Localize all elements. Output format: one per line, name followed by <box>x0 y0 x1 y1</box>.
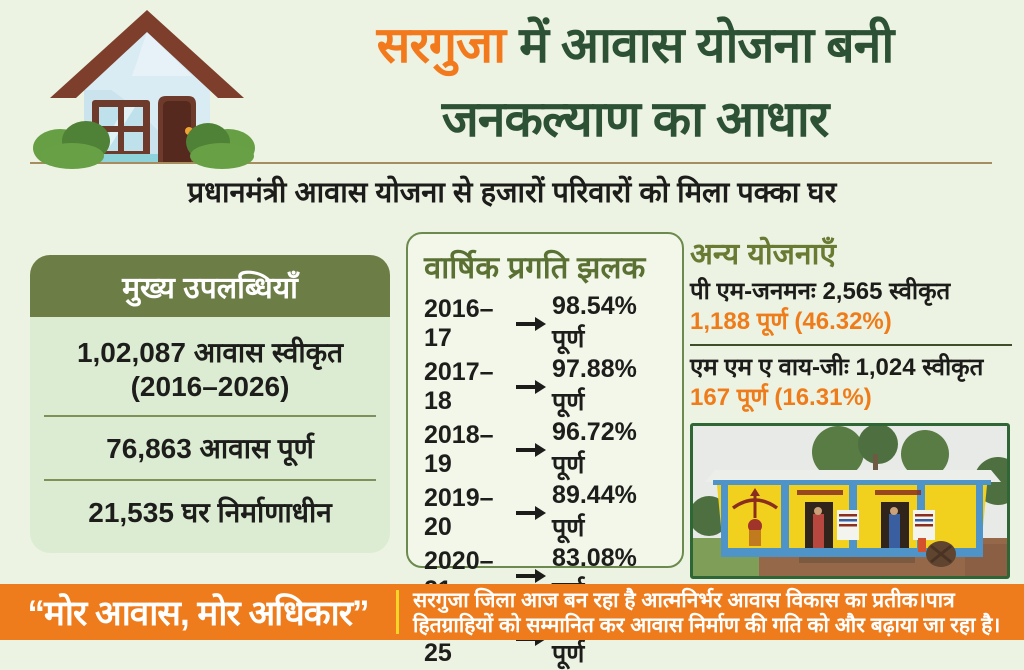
scheme-sanctioned: पी एम-जनमनः 2,565 स्वीकृत <box>690 278 951 305</box>
scheme-sanctioned: एम एम ए वाय-जीः 1,024 स्वीकृत <box>690 354 984 381</box>
divider <box>44 415 376 417</box>
arrow-right-icon <box>516 505 547 520</box>
achievements-card-title: मुख्य उपलब्धियाँ <box>30 255 390 317</box>
house-illustration-svg <box>33 10 255 169</box>
bush-left <box>33 121 110 169</box>
title-line-2: जनकल्याण का आधार <box>441 91 830 147</box>
scheme-item: पी एम-जनमनः 2,565 स्वीकृत 1,188 पूर्ण (4… <box>690 277 1012 337</box>
page-title: सरगुजा में आवास योजना बनी जनकल्याण का आधा… <box>255 8 1015 156</box>
bow-arrow-emblem <box>731 488 779 546</box>
bush-right <box>186 123 255 169</box>
progress-row: 2017–18 97.88% पूर्ण <box>424 355 666 418</box>
arrow-right-icon <box>516 316 547 331</box>
progress-year: 2018–19 <box>424 420 494 478</box>
scheme-house-photo-svg <box>693 426 1007 576</box>
arrow-right-icon <box>516 568 547 583</box>
achievement-value: 1,02,087 आवास स्वीकृत <box>76 337 344 368</box>
key-achievements-card: मुख्य उपलब्धियाँ 1,02,087 आवास स्वीकृत (… <box>30 255 390 553</box>
progress-card-title: वार्षिक प्रगति झलक <box>424 250 646 285</box>
title-rest: में आवास योजना बनी <box>519 17 894 73</box>
achievements-card-body: 1,02,087 आवास स्वीकृत (2016–2026) 76,863… <box>30 317 390 553</box>
scheme-completed: 167 पूर्ण (16.31%) <box>690 384 872 411</box>
footer-description-line1: सरगुजा जिला आज बन रहा है आत्मनिर्भर आवास… <box>413 589 955 612</box>
achievement-item: 1,02,087 आवास स्वीकृत (2016–2026) <box>44 321 376 415</box>
arrow-right-icon <box>516 442 547 457</box>
progress-value: 98.54% पूर्ण <box>552 292 637 353</box>
progress-row: 2019–20 89.44% पूर्ण <box>424 481 666 544</box>
progress-year: 2016–17 <box>424 294 494 352</box>
footer-description: सरगुजा जिला आज बन रहा है आत्मनिर्भर आवास… <box>399 584 1024 640</box>
footer-banner: “मोर आवास, मोर अधिकार” सरगुजा जिला आज बन… <box>0 584 1024 640</box>
progress-year: 2019–20 <box>424 483 494 541</box>
footer-divider <box>396 590 399 634</box>
progress-row: 2016–17 98.54% पूर्ण <box>424 292 666 355</box>
scheme-item: एम एम ए वाय-जीः 1,024 स्वीकृत 167 पूर्ण … <box>690 353 1012 413</box>
progress-value: 96.72% पूर्ण <box>552 418 637 479</box>
scheme-completed: 1,188 पूर्ण (46.32%) <box>690 308 892 335</box>
achievement-period: (2016–2026) <box>130 371 290 402</box>
other-schemes-panel: अन्य योजनाएँ पी एम-जनमनः 2,565 स्वीकृत 1… <box>690 232 1012 579</box>
subtitle: प्रधानमंत्री आवास योजना से हजारों परिवार… <box>187 177 837 209</box>
progress-value: 89.44% पूर्ण <box>552 481 637 542</box>
divider <box>44 479 376 481</box>
progress-row: 2018–19 96.72% पूर्ण <box>424 418 666 481</box>
house-icon <box>32 4 262 169</box>
achievement-item: 21,535 घर निर्माणाधीन <box>88 497 332 528</box>
achievement-item: 76,863 आवास पूर्ण <box>106 433 314 464</box>
infographic-poster: { "header": { "title_highlight": "सरगुजा… <box>0 4 1024 668</box>
title-line-1: सरगुजा में आवास योजना बनी <box>255 8 1015 82</box>
header-divider <box>30 162 992 164</box>
scheme-house-photo <box>690 423 1010 579</box>
title-highlight: सरगुजा <box>376 17 506 73</box>
other-schemes-title: अन्य योजनाएँ <box>690 238 836 271</box>
divider <box>690 344 1012 346</box>
progress-year: 2017–18 <box>424 357 494 415</box>
slogan: “मोर आवास, मोर अधिकार” <box>27 593 369 633</box>
progress-value: 97.88% पूर्ण <box>552 355 637 416</box>
footer-description-line2: हितग्राहियों को सम्मानित कर आवास निर्माण… <box>413 614 1001 637</box>
annual-progress-card: वार्षिक प्रगति झलक 2016–17 98.54% पूर्ण … <box>406 232 684 668</box>
arrow-right-icon <box>516 379 547 394</box>
